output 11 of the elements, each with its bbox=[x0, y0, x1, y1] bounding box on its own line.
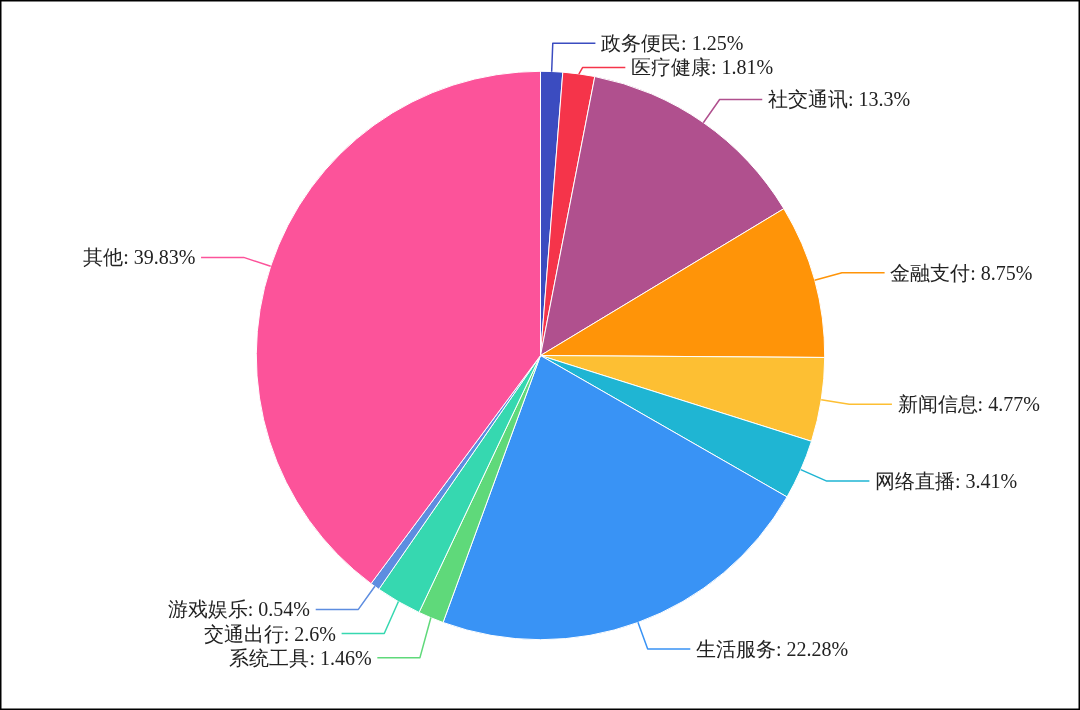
slice-label: 新闻信息: 4.77% bbox=[897, 393, 1040, 416]
slice-label: 政务便民: 1.25% bbox=[601, 32, 744, 55]
slice-label: 社交通讯: 13.3% bbox=[767, 88, 911, 111]
slice-label: 交通出行: 2.6% bbox=[203, 622, 336, 645]
slice-label: 游戏娱乐: 0.54% bbox=[167, 598, 311, 621]
slice-label: 网络直播: 3.41% bbox=[875, 470, 1018, 493]
slice-label: 医疗健康: 1.81% bbox=[631, 56, 774, 79]
slice-label: 生活服务: 22.28% bbox=[696, 637, 849, 660]
slice-label: 金融支付: 8.75% bbox=[890, 261, 1033, 284]
slice-label: 其他: 39.83% bbox=[83, 246, 196, 269]
slice-label: 系统工具: 1.46% bbox=[229, 646, 372, 669]
